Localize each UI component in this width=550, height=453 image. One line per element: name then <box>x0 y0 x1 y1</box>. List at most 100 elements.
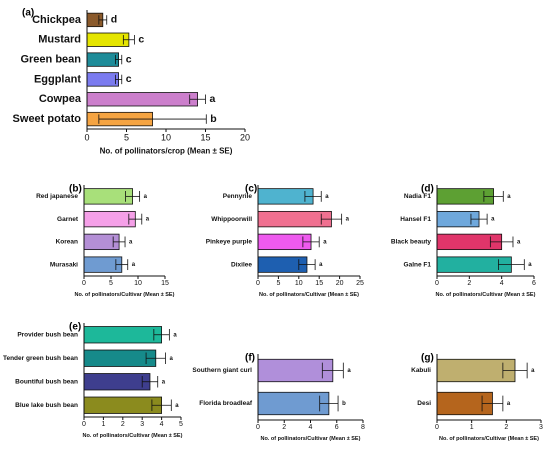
bar <box>257 358 334 383</box>
significance-label: a <box>175 403 179 409</box>
category-label: Southern giant curl <box>192 367 252 374</box>
x-tick-label: 10 <box>161 132 171 142</box>
bar <box>86 52 120 67</box>
category-label: Kabuli <box>411 367 431 374</box>
x-tick-label: 2 <box>121 421 125 428</box>
x-tick-label: 3 <box>140 421 144 428</box>
x-tick-label: 4 <box>500 280 504 287</box>
x-tick-label: 0 <box>256 424 260 431</box>
x-tick-label: 10 <box>295 280 303 287</box>
significance-label: a <box>531 368 535 374</box>
category-label: Hansel F1 <box>400 216 431 223</box>
significance-label: a <box>210 93 216 105</box>
significance-label: d <box>111 14 117 26</box>
significance-label: a <box>517 239 521 245</box>
category-label: Black beauty <box>391 239 431 246</box>
x-tick-label: 5 <box>276 280 280 287</box>
x-tick-label: 15 <box>161 280 169 287</box>
category-label: Bountiful bush bean <box>15 378 78 385</box>
x-tick-label: 5 <box>109 280 113 287</box>
significance-label: a <box>346 217 350 223</box>
x-tick-label: 0 <box>435 280 439 287</box>
bar <box>86 72 120 87</box>
category-label: Garnet <box>57 216 79 223</box>
category-label: Galne F1 <box>404 261 432 268</box>
category-label: Chickpea <box>32 14 82 26</box>
x-tick-label: 0 <box>82 421 86 428</box>
category-label: Cowpea <box>39 93 82 105</box>
significance-label: a <box>144 194 148 200</box>
x-tick-label: 6 <box>335 424 339 431</box>
x-axis-title: No. of pollinators/Cultivar (Mean ± SE) <box>439 436 539 442</box>
category-label: Pinkeye purple <box>206 239 253 246</box>
category-label: Whippoorwill <box>211 216 252 223</box>
category-label: Green bean <box>20 53 81 65</box>
bar <box>83 210 136 228</box>
significance-label: a <box>325 194 329 200</box>
significance-label: c <box>138 34 144 46</box>
significance-label: a <box>507 401 511 407</box>
panel-letter: (c) <box>245 183 257 194</box>
x-tick-label: 2 <box>504 424 508 431</box>
bar <box>86 32 130 47</box>
category-label: Sweet potato <box>13 113 82 125</box>
significance-label: a <box>323 239 327 245</box>
significance-label: c <box>126 53 132 65</box>
bar <box>257 210 332 228</box>
x-tick-label: 8 <box>361 424 365 431</box>
x-tick-label: 0 <box>256 280 260 287</box>
x-tick-label: 6 <box>532 280 536 287</box>
category-label: Florida broadleaf <box>199 400 253 407</box>
category-label: Provider bush bean <box>17 331 78 338</box>
significance-label: b <box>210 113 216 125</box>
significance-label: a <box>319 262 323 268</box>
x-tick-label: 0 <box>82 280 86 287</box>
x-tick-label: 0 <box>435 424 439 431</box>
x-tick-label: 20 <box>240 132 250 142</box>
significance-label: a <box>491 217 495 223</box>
bar <box>257 391 330 416</box>
x-axis-title: No. of pollinators/Cultivar (Mean ± SE) <box>83 433 183 439</box>
panel-letter: (b) <box>69 183 82 194</box>
panel-letter: (d) <box>421 183 434 194</box>
significance-label: a <box>507 194 511 200</box>
bar <box>83 349 157 367</box>
x-tick-label: 4 <box>160 421 164 428</box>
x-tick-label: 0 <box>84 132 89 142</box>
x-axis-title: No. of pollinators/Cultivar (Mean ± SE) <box>259 292 359 298</box>
category-label: Desi <box>417 400 431 407</box>
significance-label: a <box>129 239 133 245</box>
x-tick-label: 10 <box>134 280 142 287</box>
bar <box>86 92 198 107</box>
category-label: Eggplant <box>34 73 81 85</box>
x-tick-label: 2 <box>467 280 471 287</box>
x-axis-title: No. of pollinators/Cultivar (Mean ± SE) <box>261 436 361 442</box>
x-tick-label: 20 <box>336 280 344 287</box>
category-label: Pennyrile <box>223 193 253 200</box>
significance-label: a <box>347 368 351 374</box>
category-label: Dixilee <box>231 261 252 268</box>
significance-label: a <box>146 217 150 223</box>
category-label: Murasaki <box>50 261 78 268</box>
category-label: Blue lake bush bean <box>15 402 78 409</box>
category-label: Mustard <box>38 34 81 46</box>
significance-label: a <box>169 356 173 362</box>
x-tick-label: 15 <box>200 132 210 142</box>
x-tick-label: 4 <box>309 424 313 431</box>
x-tick-label: 25 <box>356 280 364 287</box>
x-tick-label: 1 <box>101 421 105 428</box>
x-tick-label: 2 <box>282 424 286 431</box>
category-label: Red japanese <box>36 193 78 200</box>
panel-letter: (e) <box>69 321 81 332</box>
significance-label: b <box>342 401 346 407</box>
significance-label: c <box>126 73 132 85</box>
category-label: Tender green bush bean <box>3 355 78 362</box>
panel-letter: (a) <box>22 7 34 18</box>
x-tick-label: 5 <box>179 421 183 428</box>
category-label: Nadia F1 <box>404 193 431 200</box>
significance-label: a <box>132 262 136 268</box>
bar <box>83 373 151 391</box>
panel-letter: (g) <box>421 352 434 363</box>
x-axis-title: No. of pollinators/Cultivar (Mean ± SE) <box>436 292 536 298</box>
